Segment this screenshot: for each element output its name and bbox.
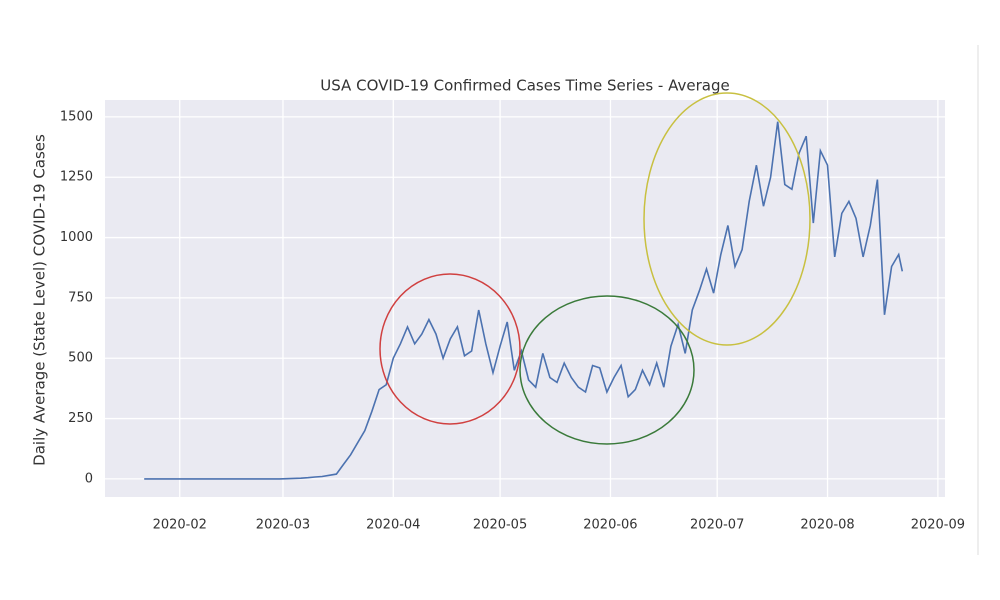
y-tick-label: 0	[85, 471, 93, 486]
y-tick-label: 250	[68, 411, 93, 426]
x-tick-label: 2020-04	[366, 518, 420, 533]
annotation-circle	[519, 295, 695, 445]
x-tick-label: 2020-02	[153, 518, 207, 533]
x-tick-label: 2020-09	[911, 518, 965, 533]
x-tick-label: 2020-05	[473, 518, 527, 533]
y-tick-label: 1000	[60, 230, 93, 245]
y-tick-label: 500	[68, 351, 93, 366]
x-tick-label: 2020-07	[690, 518, 744, 533]
y-axis-label: Daily Average (State Level) COVID-19 Cas…	[31, 134, 49, 466]
x-tick-label: 2020-03	[256, 518, 310, 533]
y-tick-label: 1500	[60, 109, 93, 124]
chart-title: USA COVID-19 Confirmed Cases Time Series…	[320, 77, 729, 95]
line-series	[144, 121, 904, 480]
annotation-circle	[643, 92, 811, 346]
grid	[105, 100, 945, 497]
y-tick-label: 1250	[60, 170, 93, 185]
y-tick-label: 750	[68, 290, 93, 305]
x-tick-label: 2020-06	[583, 518, 637, 533]
annotation-circle	[379, 273, 521, 425]
x-tick-label: 2020-08	[800, 518, 854, 533]
marks	[144, 121, 904, 480]
